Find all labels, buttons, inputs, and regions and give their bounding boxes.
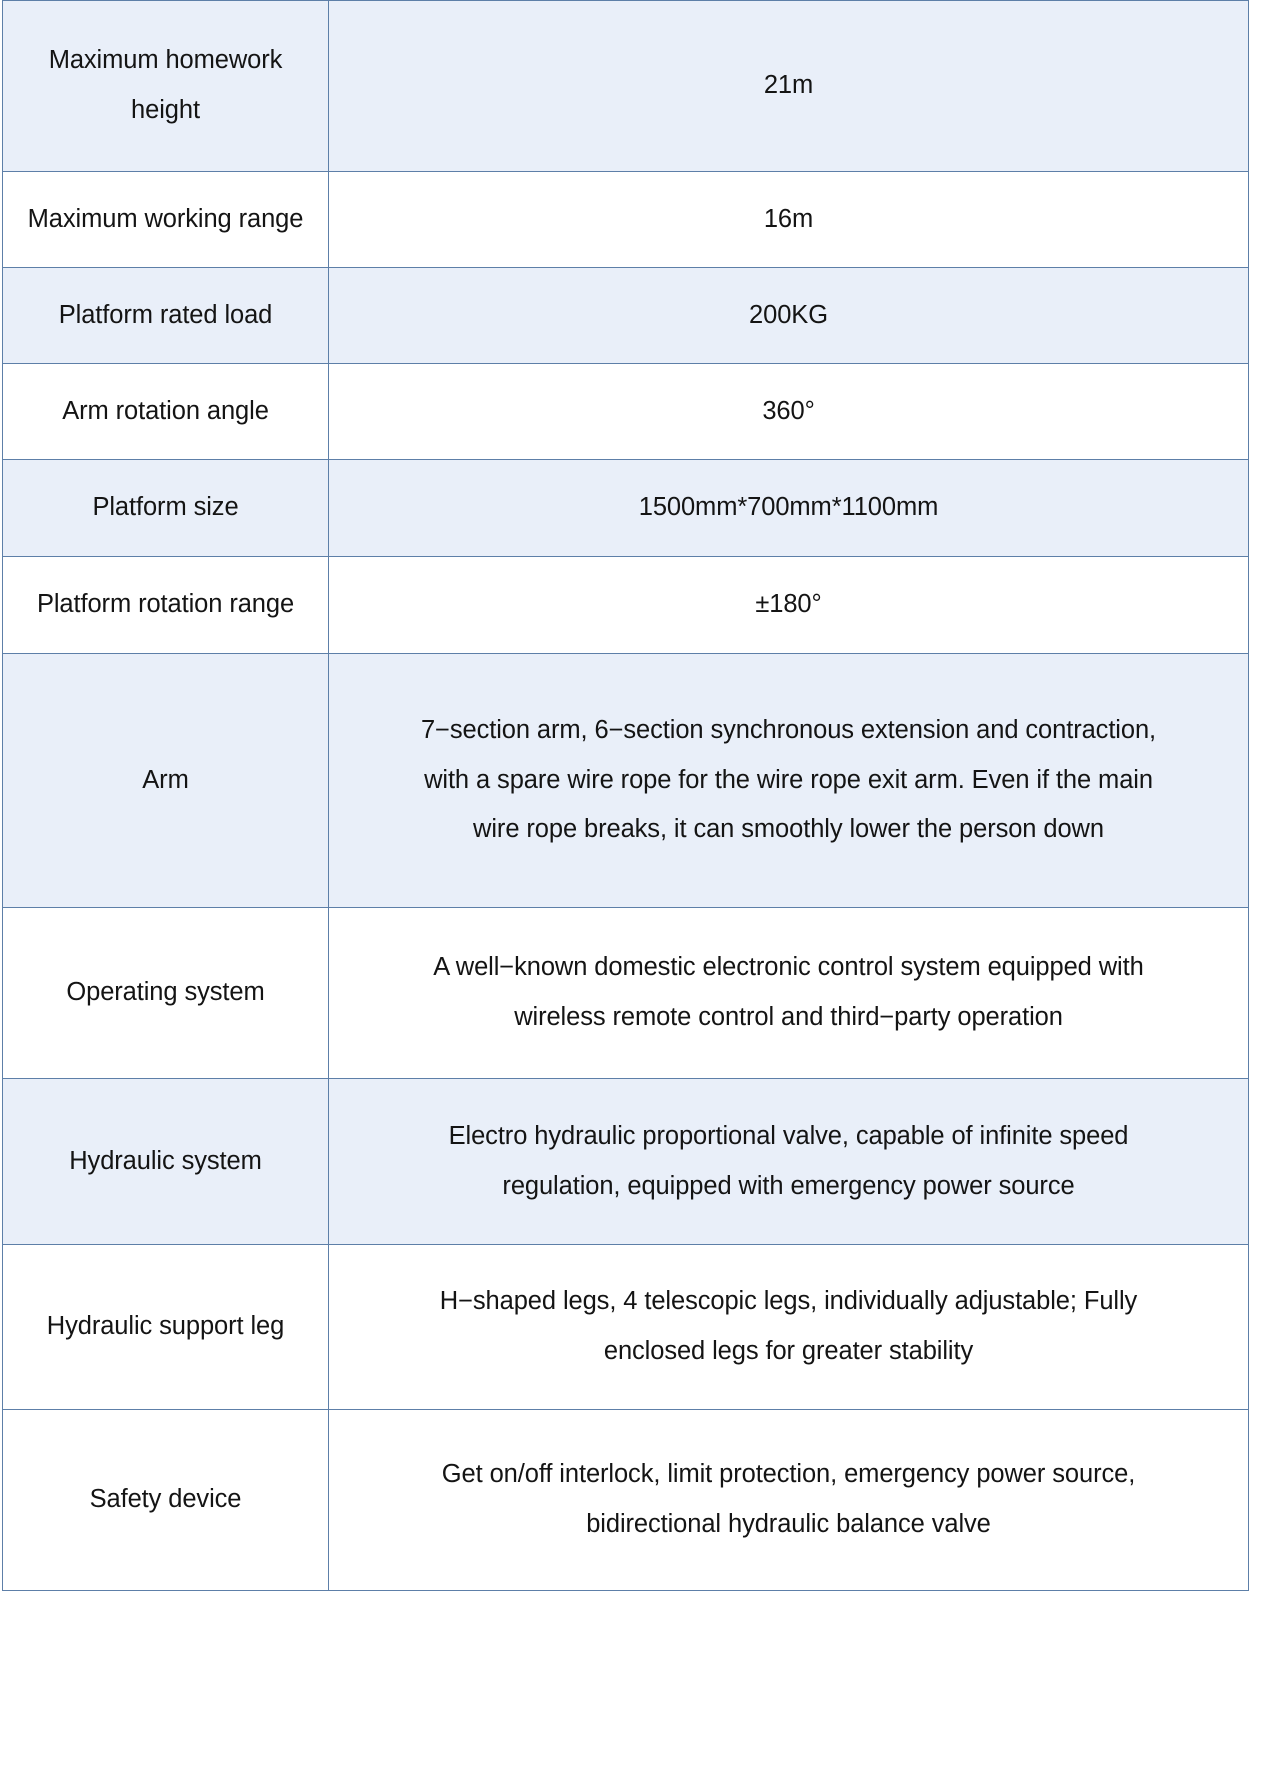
spec-label-cell: Platform rotation range [2,556,329,654]
spec-value-line: 360° [762,396,815,425]
spec-value-cell: A well−known domestic electronic control… [328,907,1249,1079]
spec-value-cell: 1500mm*700mm*1100mm [328,459,1249,557]
spec-label-cell: Safety device [2,1409,329,1591]
spec-label-line: Platform rotation range [36,590,295,619]
spec-value-line: 21m [763,71,814,100]
spec-value-cell: 7−section arm, 6−section synchronous ext… [328,653,1249,908]
spec-label-line: Hydraulic system [69,1146,262,1175]
spec-value-cell: Get on/off interlock, limit protection, … [328,1409,1249,1591]
spec-label-cell: Platform size [2,459,329,557]
spec-value-cell: H−shaped legs, 4 telescopic legs, indivi… [328,1244,1249,1410]
spec-value-line: regulation, equipped with emergency powe… [502,1171,1075,1200]
spec-value-cell: 16m [328,171,1249,268]
spec-value-line: 16m [763,204,814,233]
spec-value-cell: ±180° [328,556,1249,654]
spec-value-cell: 360° [328,363,1249,460]
spec-value-line: enclosed legs for greater stability [603,1337,974,1365]
table-row: Safety device Get on/off interlock, limit… [2,1409,1249,1591]
spec-value-line: Electro hydraulic proportional valve, ca… [448,1121,1129,1150]
spec-label-cell: Arm rotation angle [2,363,329,460]
spec-value-line: A well−known domestic electronic control… [433,953,1144,982]
spec-value-line: 1500mm*700mm*1100mm [638,493,939,522]
table-row: Platform rotation range ±180° [2,556,1249,654]
spec-value-line: Get on/off interlock, limit protection, … [441,1460,1136,1489]
spec-label-line: Maximum homework [48,46,283,75]
table-row: Maximum working range 16m [2,171,1249,268]
spec-value-line: H−shaped legs, 4 telescopic legs, indivi… [439,1287,1138,1316]
spec-label-cell: Operating system [2,907,329,1079]
table-row: Platform size 1500mm*700mm*1100mm [2,459,1249,557]
spec-label-line: Platform size [92,493,239,522]
table-row: Maximum homework height 21m [2,0,1249,172]
spec-value-line: with a spare wire rope for the wire rope… [424,765,1153,794]
spec-label-cell: Arm [2,653,329,908]
table-row: Platform rated load 200KG [2,267,1249,364]
spec-value-line: bidirectional hydraulic balance valve [586,1510,991,1538]
spec-value-line: 7−section arm, 6−section synchronous ext… [420,715,1157,744]
spec-label-line: height [131,96,200,124]
spec-value-line: wire rope breaks, it can smoothly lower … [473,815,1104,844]
spec-label-line: Safety device [89,1485,242,1514]
spec-label-line: Hydraulic support leg [46,1312,285,1341]
spec-label-cell: Hydraulic system [2,1078,329,1245]
spec-value-cell: 200KG [328,267,1249,364]
spec-label-line: Maximum working range [27,204,304,233]
spec-value-line: wireless remote control and third−party … [514,1003,1063,1031]
spec-value-cell: 21m [328,0,1249,172]
table-row: Arm 7−section arm, 6−section synchronous … [2,653,1249,908]
spec-label-line: Arm rotation angle [62,396,269,425]
spec-label-cell: Maximum homework height [2,0,329,172]
spec-label-cell: Hydraulic support leg [2,1244,329,1410]
table-row: Arm rotation angle 360° [2,363,1249,460]
spec-label-line: Arm [142,765,189,794]
spec-value-line: 200KG [749,300,828,329]
table-row: Hydraulic system Electro hydraulic propor… [2,1078,1249,1245]
spec-label-cell: Maximum working range [2,171,329,268]
table-row: Operating system A well−known domestic el… [2,907,1249,1079]
specifications-table-body: Maximum homework height 21m Maximum working… [2,0,1249,1591]
spec-value-line: ±180° [755,590,822,619]
spec-value-cell: Electro hydraulic proportional valve, ca… [328,1078,1249,1245]
specifications-table: Maximum homework height 21m Maximum working… [2,0,1249,1591]
spec-label-line: Operating system [66,978,265,1007]
spec-label-line: Platform rated load [58,300,273,329]
spec-label-cell: Platform rated load [2,267,329,364]
table-row: Hydraulic support leg H−shaped legs, 4 te… [2,1244,1249,1410]
